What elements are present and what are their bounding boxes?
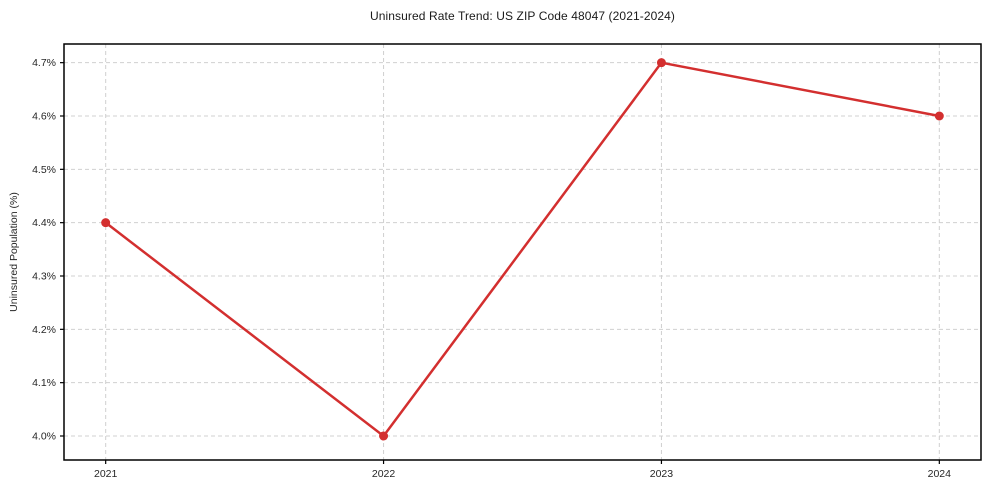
x-tick-label: 2022: [372, 468, 396, 480]
data-point-marker: [934, 111, 944, 121]
y-tick-label: 4.1%: [32, 377, 56, 389]
data-point-marker: [379, 431, 389, 441]
data-point-marker: [656, 58, 666, 68]
chart-title: Uninsured Rate Trend: US ZIP Code 48047 …: [369, 9, 676, 23]
y-tick-label: 4.2%: [32, 324, 56, 336]
x-tick-label: 2023: [650, 468, 674, 480]
trend-line: [104, 61, 941, 438]
y-tick-label: 4.7%: [32, 57, 56, 69]
x-tick-label: 2021: [94, 468, 118, 480]
y-tick-label: 4.4%: [32, 217, 56, 229]
data-point-marker: [101, 218, 111, 228]
y-tick-label: 4.6%: [32, 111, 56, 123]
y-tick-label: 4.0%: [32, 431, 56, 443]
x-tick-label: 2024: [928, 468, 952, 480]
plot-border: [63, 43, 982, 461]
y-tick-label: 4.5%: [32, 164, 56, 176]
y-tick-label: 4.3%: [32, 271, 56, 283]
